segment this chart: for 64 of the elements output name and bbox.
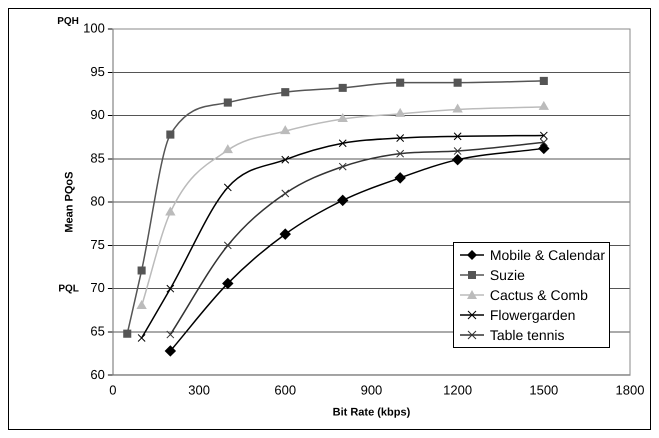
point: [281, 156, 290, 164]
point: [396, 78, 404, 87]
point: [338, 139, 347, 148]
point: [123, 330, 132, 338]
point: [164, 345, 176, 356]
point: [394, 172, 406, 184]
y-tick-label: 65: [90, 324, 105, 339]
point: [396, 150, 404, 158]
point: [138, 334, 146, 342]
point: [222, 144, 233, 154]
y-tick-label: 80: [90, 194, 105, 209]
point: [452, 104, 462, 112]
point: [538, 101, 549, 110]
legend-label: Cactus & Comb: [490, 286, 588, 306]
point: [166, 284, 174, 293]
point: [338, 162, 347, 171]
point: [281, 88, 290, 96]
point: [136, 300, 146, 309]
point: [540, 131, 548, 140]
x-axis-title: Bit Rate (kbps): [332, 406, 411, 418]
legend-label: Suzie: [490, 266, 525, 286]
point: [224, 98, 232, 107]
y-tick-label: 70: [90, 280, 105, 296]
point: [166, 330, 174, 339]
x-tick-label: 1800: [616, 382, 644, 398]
point: [281, 189, 290, 198]
point: [396, 134, 404, 142]
x-tick-label: 900: [360, 382, 382, 398]
point: [166, 130, 174, 139]
point: [138, 266, 146, 275]
point: [280, 126, 290, 134]
point: [452, 154, 464, 166]
y-tick-label: 60: [90, 366, 105, 382]
point: [454, 78, 462, 87]
legend-label: Flowergarden: [490, 306, 576, 326]
y-axis-title: Mean PQoS: [64, 172, 76, 233]
x-tick-label: 1200: [443, 382, 472, 398]
y-tick-label: 100: [83, 20, 105, 36]
point: [338, 114, 348, 122]
point: [166, 206, 176, 216]
x-tick-label: 600: [274, 382, 296, 398]
y-tick-label: 75: [90, 236, 105, 252]
point: [224, 241, 232, 250]
x-tick-label: 1500: [529, 382, 558, 398]
y-tick-label: 90: [90, 107, 105, 122]
x-tick-label: 0: [109, 382, 117, 398]
point: [280, 228, 291, 240]
point: [454, 132, 462, 140]
point: [540, 76, 548, 85]
legend-label: Table tennis: [490, 326, 565, 346]
point: [454, 147, 462, 156]
y-tick-label: 95: [90, 64, 105, 79]
point: [224, 183, 232, 192]
point: [538, 142, 550, 154]
legend-label: Mobile & Calendar: [490, 246, 605, 266]
point: [222, 278, 234, 289]
point: [338, 84, 347, 92]
point: [540, 138, 548, 146]
text: PQH: [57, 16, 79, 27]
point: [395, 108, 406, 117]
x-tick-label: 300: [188, 382, 210, 398]
y-tick-label: 85: [90, 150, 105, 166]
text: PQL: [58, 283, 79, 294]
point: [337, 194, 348, 206]
